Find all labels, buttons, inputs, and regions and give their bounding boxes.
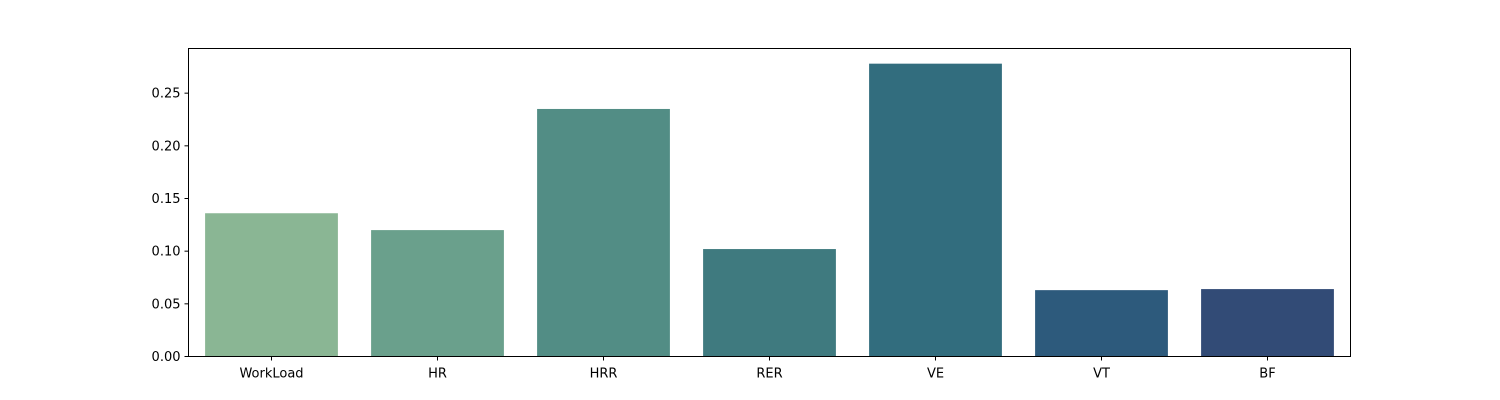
x-tick-label: HRR	[590, 367, 618, 382]
y-tick-label: 0.15	[152, 192, 181, 207]
x-tick-label: RER	[756, 367, 782, 382]
x-tick-label: VT	[1093, 367, 1110, 382]
y-tick-label: 0.05	[152, 297, 181, 312]
plot-frame	[188, 48, 1351, 357]
x-tick-label: VE	[927, 367, 944, 382]
y-axis: 0.00 0.05 0.10 0.15 0.20 0.25	[152, 87, 189, 365]
bars-group	[205, 63, 1334, 357]
x-tick-label: WorkLoad	[239, 367, 303, 382]
bar-bf	[1201, 289, 1334, 357]
bar-hr	[371, 230, 504, 357]
bar-ve	[869, 63, 1002, 357]
bar-vt	[1035, 290, 1168, 357]
y-tick-label: 0.10	[152, 245, 181, 260]
bar-workload	[205, 213, 338, 357]
y-tick-label: 0.00	[152, 350, 181, 365]
x-tick-label: HR	[428, 367, 447, 382]
x-tick-label: BF	[1259, 367, 1275, 382]
y-tick-label: 0.20	[152, 139, 181, 154]
y-tick-label: 0.25	[152, 87, 181, 102]
bar-hrr	[537, 108, 670, 357]
x-axis: WorkLoad HR HRR RER VE VT BF	[239, 356, 1276, 382]
bar-rer	[703, 249, 836, 357]
